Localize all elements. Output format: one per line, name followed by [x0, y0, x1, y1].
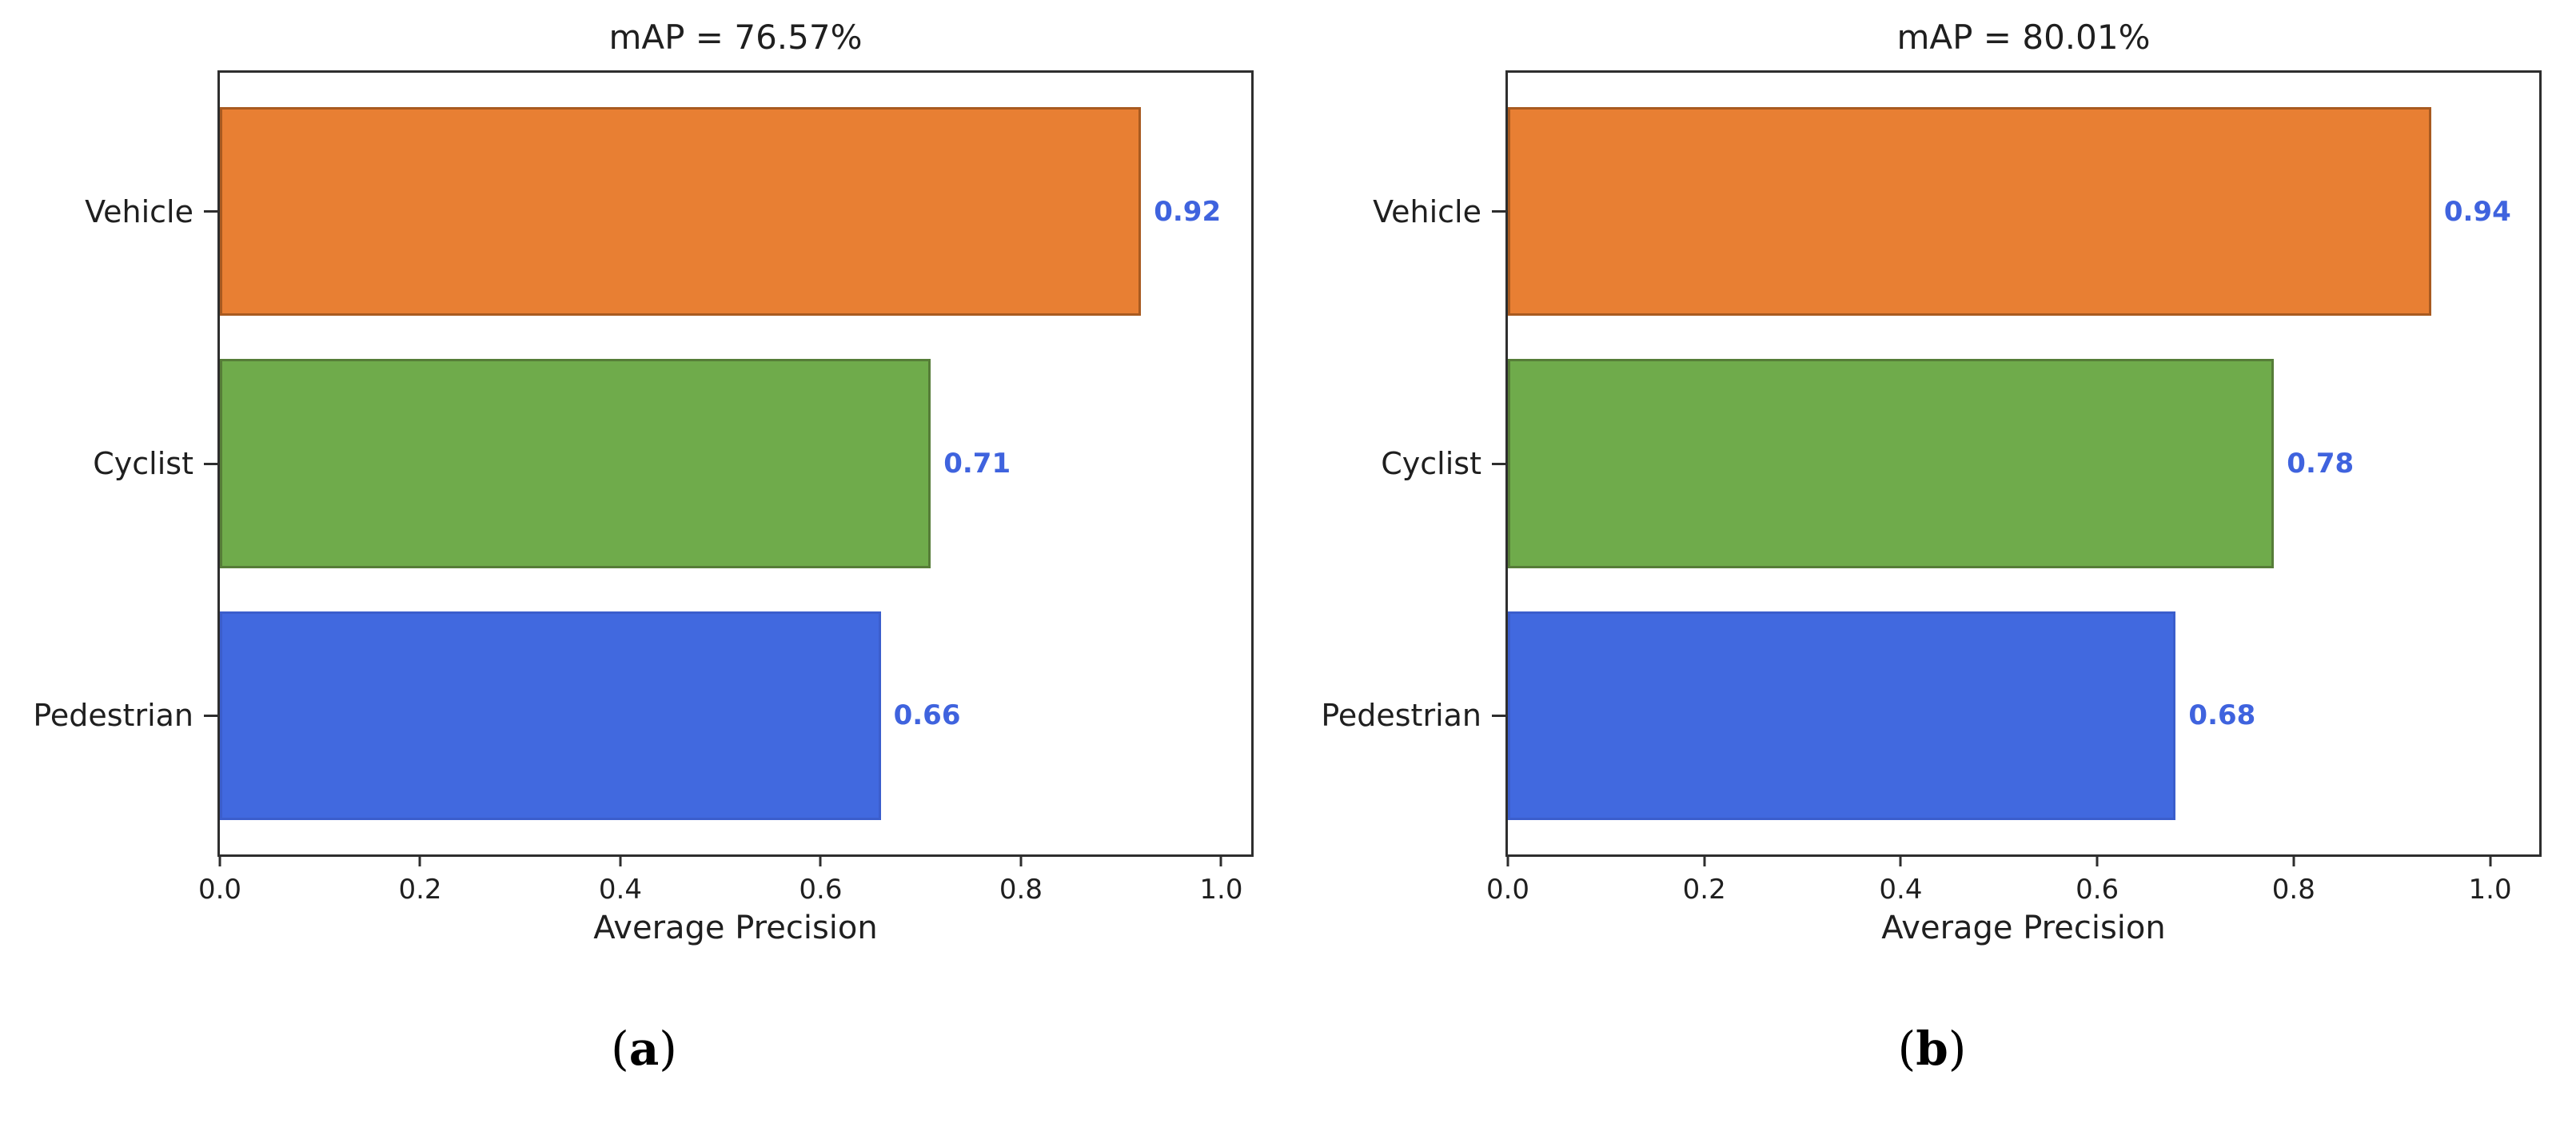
x-tick-label: 0.6: [799, 874, 843, 906]
category-label-cyclist: Cyclist: [1381, 446, 1481, 481]
bar-value-label: 0.92: [1154, 195, 1222, 228]
x-tick-mark: [1219, 854, 1222, 866]
category-label-vehicle: Vehicle: [1373, 193, 1481, 229]
caption-paren: (: [611, 1021, 629, 1076]
y-tick-mark: [204, 714, 220, 717]
bar-cyclist: [220, 359, 931, 568]
category-label-vehicle: Vehicle: [85, 193, 193, 229]
y-tick-mark: [204, 210, 220, 213]
x-tick-label: 1.0: [1199, 874, 1243, 906]
bar-value-label: 0.78: [2287, 448, 2355, 480]
x-tick-mark: [418, 854, 421, 866]
chart-title: mAP = 76.57%: [608, 18, 863, 57]
bar-vehicle: [220, 106, 1142, 317]
x-tick-mark: [1506, 854, 1509, 866]
x-tick-mark: [1019, 854, 1023, 866]
x-tick-label: 0.4: [598, 874, 643, 906]
x-tick-label: 0.8: [999, 874, 1043, 906]
x-tick-mark: [2292, 854, 2295, 866]
caption-letter: b: [1916, 1021, 1948, 1076]
x-tick-label: 0.6: [2076, 874, 2119, 906]
caption-paren: (: [1897, 1021, 1916, 1076]
x-tick-label: 0.0: [197, 874, 242, 906]
x-tick-mark: [819, 854, 822, 866]
x-tick-label: 0.2: [1682, 874, 1726, 906]
x-axis-label: Average Precision: [593, 910, 878, 946]
y-tick-mark: [204, 462, 220, 465]
category-label-pedestrian: Pedestrian: [33, 698, 193, 734]
x-tick-mark: [2095, 854, 2099, 866]
bar-value-label: 0.68: [2188, 699, 2256, 732]
x-axis-label: Average Precision: [1881, 910, 2166, 946]
subfigure-caption: (a): [0, 1021, 1288, 1076]
bar-value-label: 0.71: [943, 448, 1011, 480]
y-tick-mark: [1492, 714, 1508, 717]
plot-area: 0.92 Vehicle 0.71 Cyclist 0.66 Pedestrian 0.0 0…: [33, 70, 1254, 906]
x-tick-label: 0.2: [398, 874, 442, 906]
y-tick-mark: [1492, 210, 1508, 213]
chart-panel-a: mAP = 76.57% 0.92 Vehicle 0.71 Cyclist 0.66 P…: [0, 18, 1288, 1076]
x-tick-mark: [1703, 854, 1706, 866]
chart-panel-b: mAP = 80.01% 0.94 Vehicle 0.78 Cyclist 0.68 P…: [1288, 0, 2576, 1131]
plot-area: 0.94 Vehicle 0.78 Cyclist 0.68 Pedestrian 0.0 0…: [1321, 70, 2542, 906]
bar-cyclist: [1508, 359, 2275, 568]
x-tick-mark: [619, 854, 622, 866]
x-tick-label: 0.4: [1879, 874, 1923, 906]
x-tick-mark: [1899, 854, 1902, 866]
subfigure-caption: (b): [1288, 1021, 2576, 1076]
x-tick-mark: [218, 854, 221, 866]
category-label-pedestrian: Pedestrian: [1321, 698, 1481, 734]
x-tick-label: 1.0: [2468, 874, 2512, 906]
x-tick-label: 0.8: [2271, 874, 2315, 906]
caption-paren: ): [659, 1021, 677, 1076]
category-label-cyclist: Cyclist: [93, 446, 193, 481]
bar-value-label: 0.66: [893, 699, 961, 732]
x-tick-mark: [2489, 854, 2492, 866]
chart-title: mAP = 80.01%: [1896, 18, 2151, 57]
bar-pedestrian: [1508, 611, 2176, 821]
bar-value-label: 0.94: [2443, 195, 2511, 228]
y-tick-mark: [1492, 462, 1508, 465]
bar-pedestrian: [220, 611, 881, 821]
bar-vehicle: [1508, 106, 2431, 317]
x-tick-label: 0.0: [1485, 874, 1530, 906]
caption-paren: ): [1948, 1021, 1967, 1076]
caption-letter: a: [628, 1021, 660, 1076]
